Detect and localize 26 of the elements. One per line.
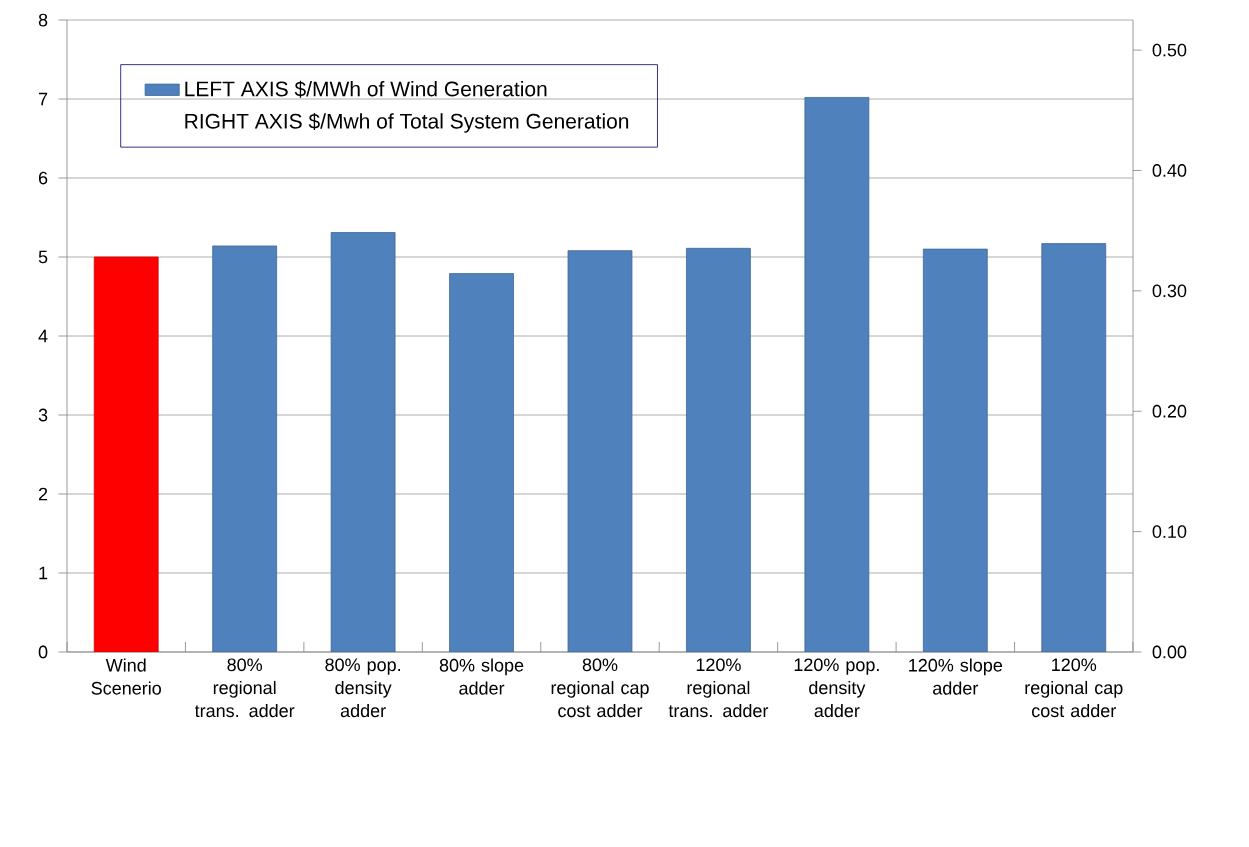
annotation: RIGHT AXIS $/Mwh of Total System Generation <box>185 112 629 133</box>
x-tick-label: 80% regional cap cost adder <box>551 658 649 718</box>
x-tick-label: 80% slope adder <box>439 658 524 695</box>
y2-tick-label: 0.30 <box>1152 284 1187 298</box>
x-tick-label: 120% regional trans. adder <box>668 658 769 718</box>
x-tick-label: 120% slope adder <box>909 658 1003 695</box>
y-tick-label: 6 <box>38 171 48 185</box>
y-tick-label: 2 <box>38 487 48 501</box>
y-tick-label: 1 <box>39 566 48 580</box>
y-tick-label: 0 <box>38 645 48 659</box>
x-tick-label: Wind Scenerio <box>91 658 161 695</box>
y2-tick-label: 0.50 <box>1152 43 1187 57</box>
x-tick-label: 120% regional cap cost adder <box>1025 658 1123 718</box>
y-tick-label: 8 <box>38 13 48 27</box>
y2-tick-label: 0.40 <box>1152 164 1187 177</box>
y-tick-label: 4 <box>38 329 48 343</box>
x-tick-label: 120% pop. density adder <box>794 658 879 718</box>
y-tick-label: 5 <box>38 250 48 264</box>
legend-label: LEFT AXIS $/MWh of Wind Generation <box>185 80 547 98</box>
x-tick-label: 80% pop. density adder <box>325 658 400 718</box>
y2-tick-label: 0.10 <box>1152 525 1187 538</box>
y2-tick-label: 0.00 <box>1152 645 1187 659</box>
y-tick-label: 7 <box>38 92 48 106</box>
y2-tick-label: 0.20 <box>1152 404 1187 418</box>
x-tick-label: 80% regional trans. adder <box>194 658 295 718</box>
y-tick-label: 3 <box>38 408 48 422</box>
